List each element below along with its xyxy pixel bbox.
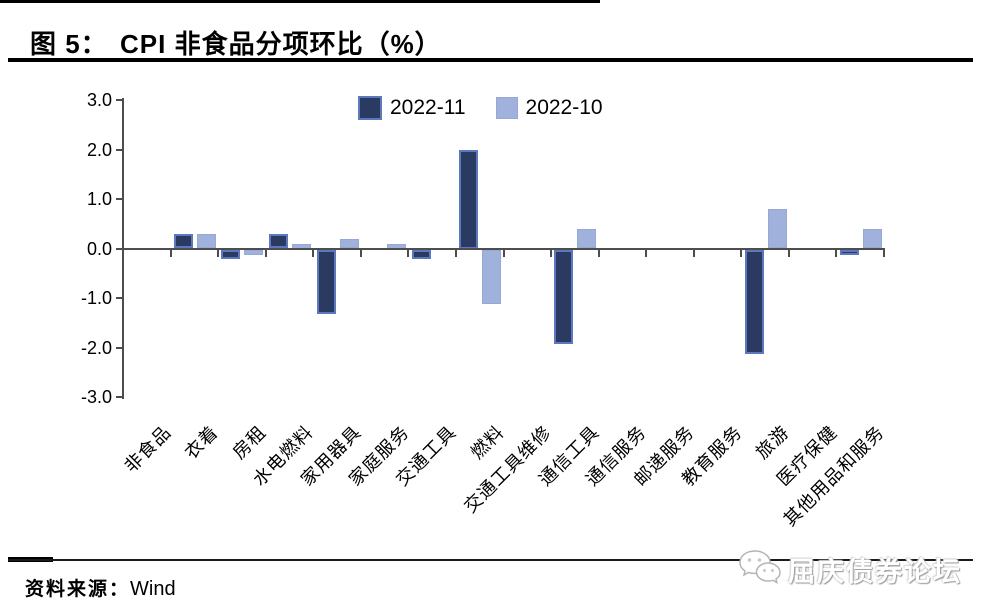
x-axis-tick [312,249,315,257]
y-tick-label--1.0: -1.0 [80,288,112,308]
source-note: 资料来源：Wind [25,574,176,601]
x-axis-tick [597,249,600,257]
x-axis-tick [264,249,267,257]
legend-swatch-2022-11 [358,96,382,120]
chart-legend: 2022-11 2022-10 [358,96,603,120]
legend-label-2022-11: 2022-11 [390,96,466,119]
x-axis-tick [550,249,553,257]
legend-item-2022-10: 2022-10 [495,96,603,120]
x-axis-zero-line [121,247,885,250]
footer-divider-line [8,559,973,561]
bar-2022-11-燃料 [459,149,479,249]
watermark-text: 屈庆债券论坛 [788,557,962,587]
bar-2022-10-通信工具 [577,228,597,249]
bar-2022-10-衣着 [196,233,216,249]
y-axis-tick [115,346,122,349]
y-axis-tick [115,396,122,398]
y-axis-tick [115,148,122,151]
x-axis-tick [740,249,743,257]
legend-swatch-2022-10 [495,97,518,119]
y-tick-label--3.0: -3.0 [80,387,112,407]
x-axis-tick [883,249,885,257]
bar-2022-10-其他用品和服务 [862,228,882,249]
x-axis-tick [835,249,838,257]
bar-2022-11-房租 [221,249,241,260]
x-axis-tick [454,249,457,257]
bar-2022-10-房租 [244,249,264,255]
bar-2022-11-水电燃料 [268,233,288,249]
source-value: Wind [130,578,176,600]
top-border-line [0,0,600,3]
bar-2022-11-交通工具 [411,249,431,260]
wechat-icon [738,548,782,591]
y-axis-tick [115,247,122,250]
x-axis-tick [692,249,695,257]
x-category-label-非食品: 非食品 [120,421,175,477]
source-label: 资料来源： [25,579,131,600]
x-axis-tick [502,249,505,257]
x-axis-tick [407,249,410,257]
x-axis-tick [359,249,362,257]
y-tick-label-3.0: 3.0 [86,90,112,110]
bar-2022-10-旅游 [767,208,787,249]
y-axis-tick [115,198,122,200]
legend-item-2022-11: 2022-11 [358,96,466,120]
x-axis-tick [169,249,172,257]
x-axis-tick [787,249,790,257]
y-tick-label-2.0: 2.0 [86,139,112,160]
x-category-label-衣着: 衣着 [181,421,223,463]
watermark: 屈庆债券论坛 [738,548,962,591]
y-tick-label--2.0: -2.0 [80,337,112,358]
figure-title: CPI 非食品分项环比（%） [120,29,442,59]
y-tick-label-0.0: 0.0 [86,238,112,259]
y-axis-tick [115,99,122,101]
x-axis-tick [217,249,220,257]
y-tick-label-1.0: 1.0 [86,189,112,209]
bar-2022-11-其他用品和服务 [839,249,859,255]
bar-2022-11-通信工具 [554,249,574,344]
legend-label-2022-10: 2022-10 [525,96,603,119]
bar-2022-10-燃料 [482,249,502,304]
bar-2022-11-家用器具 [316,249,336,314]
y-axis-tick [115,297,122,299]
title-underline [8,58,973,62]
bar-2022-11-旅游 [744,249,764,354]
x-axis-tick [645,249,648,257]
figure-number-label: 图 5： [30,29,108,59]
bar-2022-11-衣着 [173,233,193,249]
